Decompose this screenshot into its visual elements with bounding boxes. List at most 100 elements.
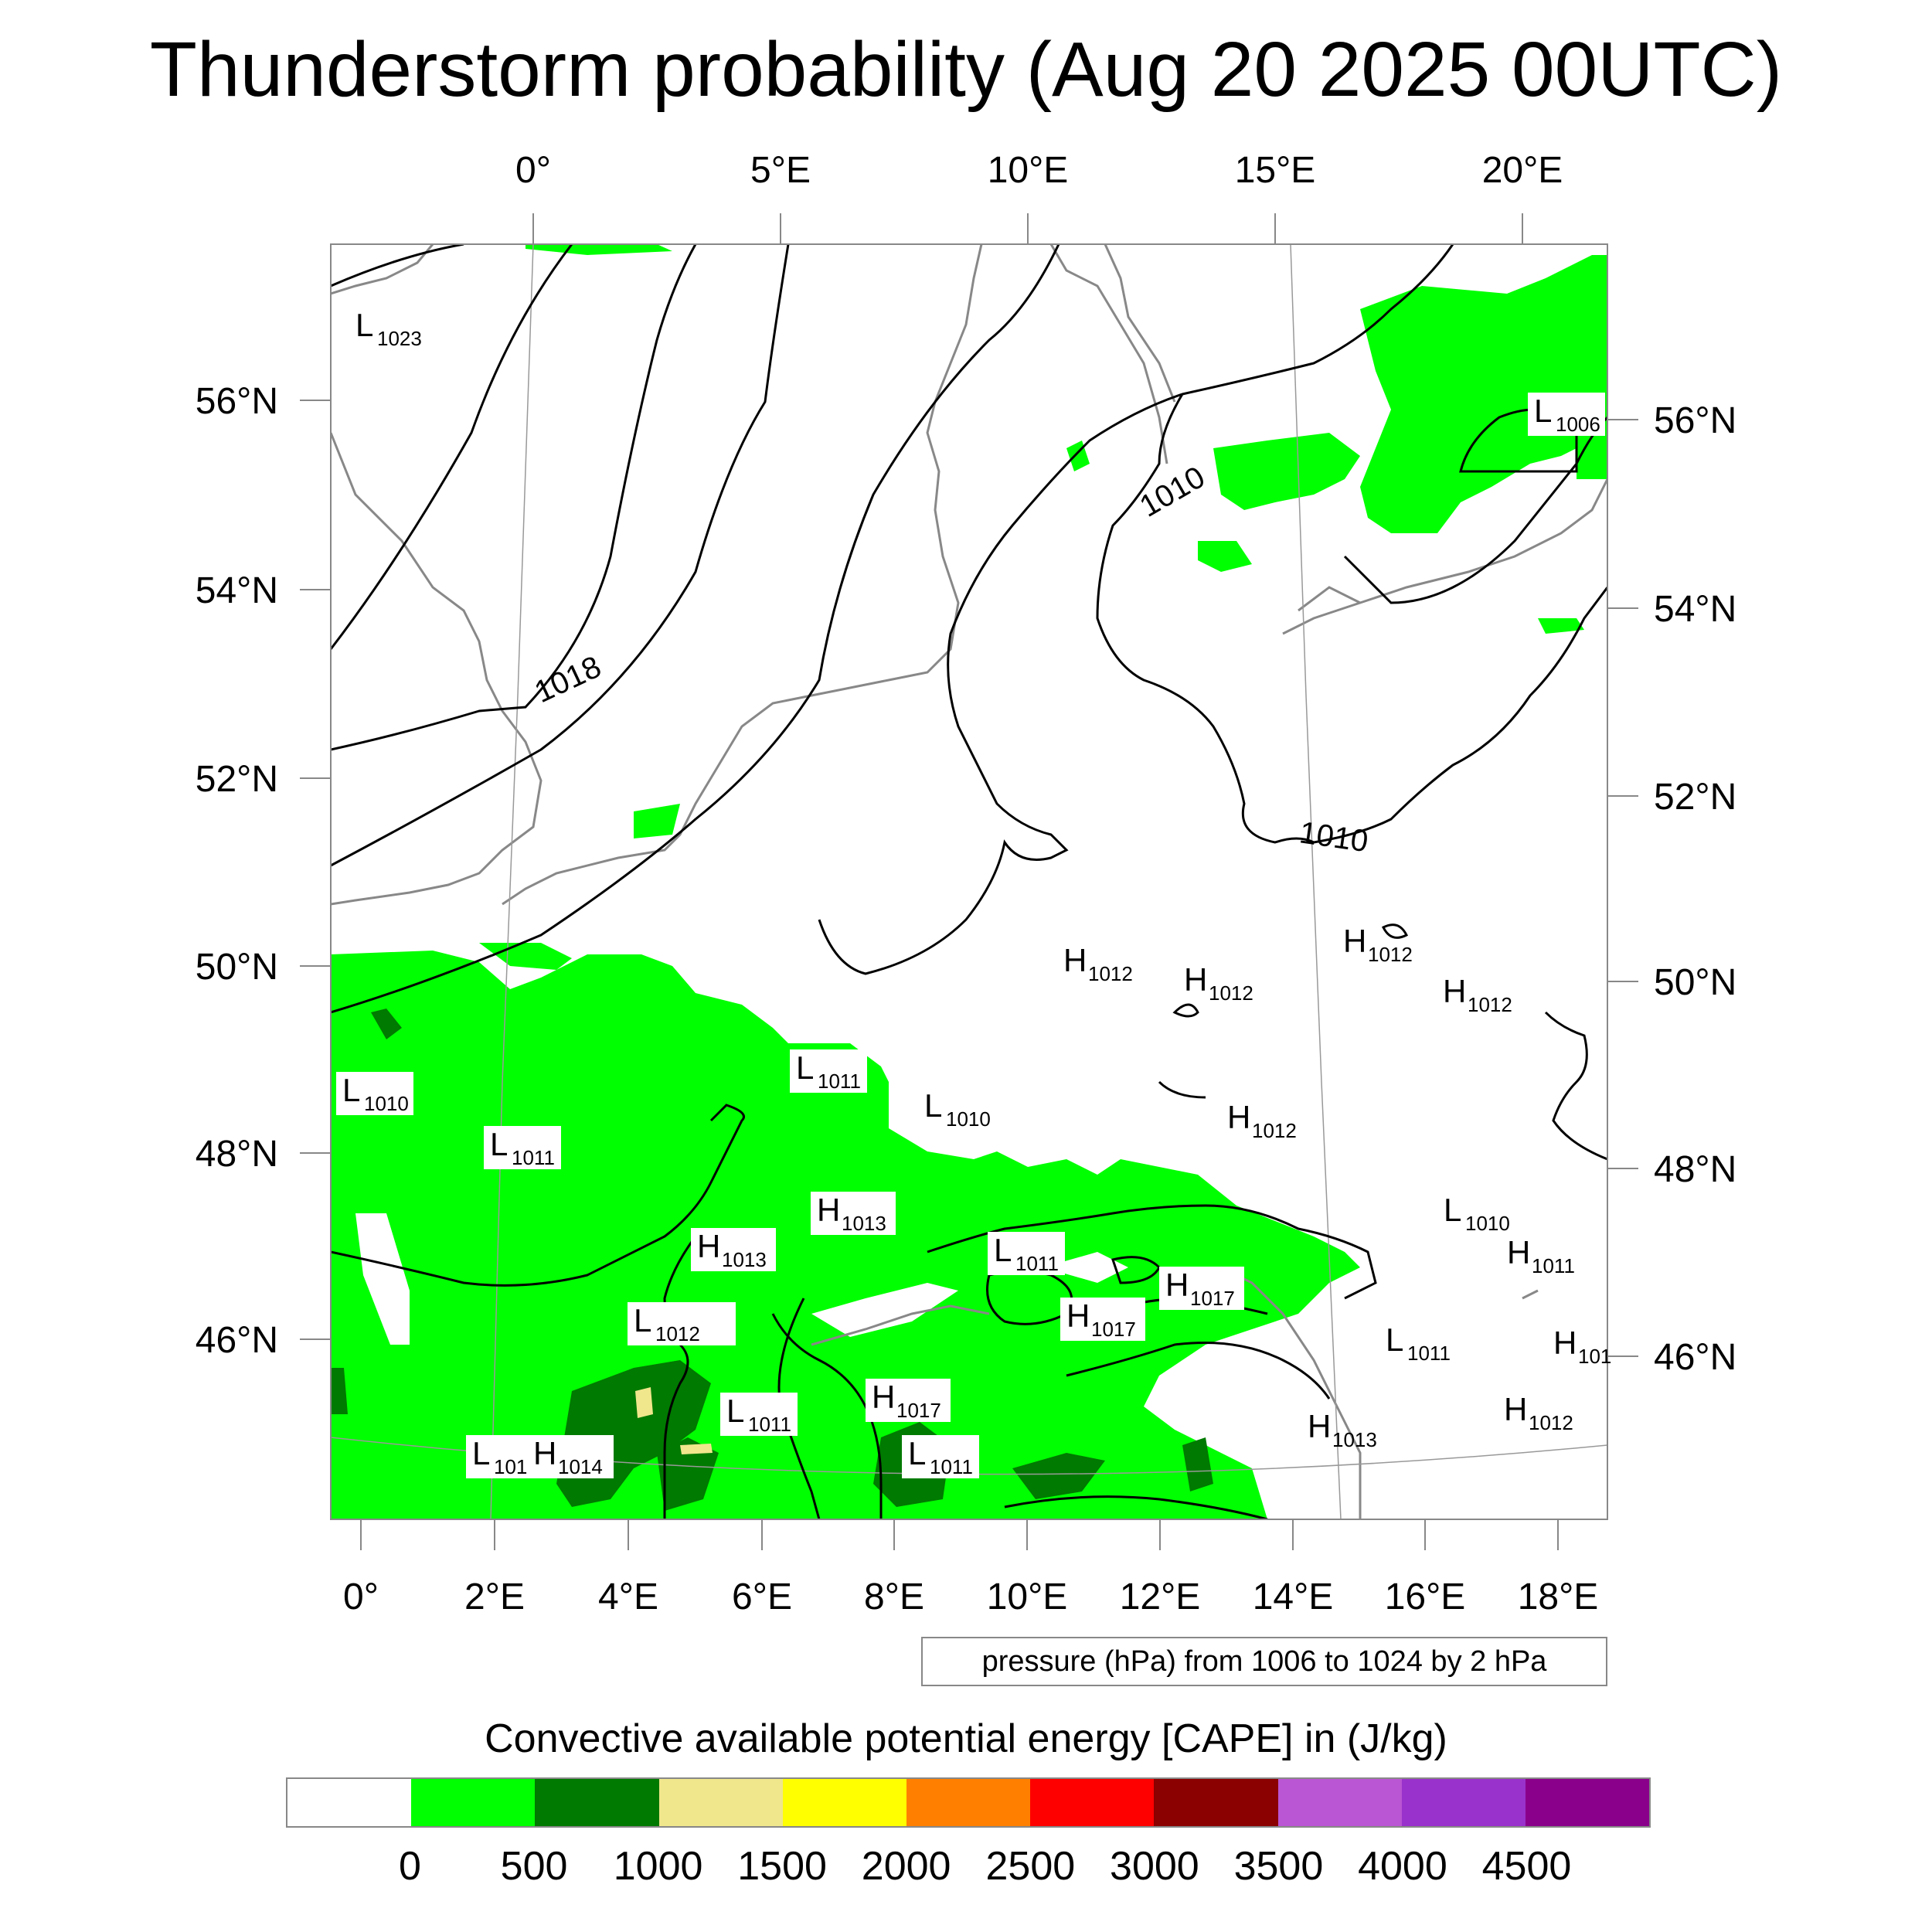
colorbar-tick-label: 1000 [613,1844,703,1889]
pressure-center: L 1010 [924,1087,991,1131]
colorbar-title: Convective available potential energy [C… [485,1716,1447,1761]
pressure-center-letter: L [1534,393,1552,429]
pressure-center-value: 1012 [1529,1411,1573,1434]
pressure-center: L 1006 [1528,393,1605,436]
right-lat-label: 54°N [1654,589,1736,630]
right-lat-label: 52°N [1654,777,1736,818]
pressure-center-letter: L [355,307,373,343]
pressure-center-letter: H [1507,1234,1530,1270]
pressure-center-letter: H [1063,942,1087,978]
colorbar-tick-label: 1500 [737,1844,827,1889]
pressure-center: H 1011 [1507,1234,1575,1277]
colorbar-tick-label: 0 [399,1844,421,1889]
left-lat-label: 52°N [196,759,278,800]
pressure-center-value: 1012 [655,1322,700,1345]
pressure-center: H 1017 [866,1379,951,1422]
colorbar-tick-label: 4500 [1481,1844,1572,1889]
top-lon-label: 5°E [750,150,811,191]
pressure-center: H 1012 [1443,973,1512,1016]
pressure-contour-note: pressure (hPa) from 1006 to 1024 by 2 hP… [921,1637,1607,1686]
pressure-center: L 1023 [355,307,422,350]
pressure-center-value: 1011 [930,1455,973,1478]
left-lat-labels: 56°N 54°N 52°N 50°N 48°N 46°N [196,381,278,1361]
right-lat-label: 48°N [1654,1149,1736,1190]
pressure-center-value: 1010 [364,1092,409,1115]
pressure-center-value: 1013 [1332,1428,1377,1451]
pressure-center: H 1013 [691,1228,776,1271]
tick-marks [300,213,1638,1550]
pressure-center-value: 1017 [896,1399,941,1422]
pressure-center-value: 1012 [1088,962,1133,985]
pressure-center-letter: L [472,1435,490,1471]
colorbar-tick-label: 4000 [1358,1844,1447,1889]
pressure-center: L 1010 [336,1072,413,1115]
right-lat-label: 46°N [1654,1337,1736,1378]
pressure-center-value: 1010 [946,1107,991,1131]
cape-gaps [355,1213,1128,1345]
top-lon-label: 15°E [1235,150,1316,191]
left-lat-label: 50°N [196,947,278,988]
pressure-center-value: 1017 [1190,1287,1235,1310]
top-lon-label: 0° [515,150,551,191]
pressure-center-value: 1011 [1407,1342,1451,1365]
top-lon-label: 20°E [1482,150,1563,191]
pressure-centers: L 1023 L 1006 H 1012 H 1012 H 1012 H 101… [336,307,1611,1478]
pressure-center-value: 1012 [1368,943,1413,966]
colorbar-tick-labels: 0 500 1000 1500 2000 2500 3000 3500 4000… [286,1839,1651,1893]
pressure-center-letter: H [1343,923,1366,959]
pressure-center-value: 1006 [1556,413,1600,436]
pressure-center-letter: L [342,1072,360,1108]
pressure-center: L 1012 [628,1302,736,1345]
pressure-center: H 1014 [529,1435,614,1478]
colorbar-tick-label: 500 [500,1844,568,1889]
pressure-center-letter: H [1443,973,1466,1009]
colorbar-tick-label: 2000 [861,1844,951,1889]
pressure-center-letter: L [994,1232,1012,1268]
pressure-center-value: 1023 [377,327,422,350]
pressure-center: L 1011 [988,1232,1065,1275]
pressure-center-value: 1012 [1468,993,1512,1016]
colorbar-swatch [287,1779,412,1826]
bottom-lon-label: 0° [343,1577,379,1617]
pressure-center-value: 1014 [558,1455,603,1478]
pressure-center-letter: H [1165,1267,1189,1303]
pressure-center-letter: L [634,1302,651,1338]
pressure-center: L 1010 [1444,1192,1510,1235]
pressure-center-value: 1011 [512,1146,555,1169]
pressure-center: L 101 [466,1435,531,1478]
bottom-lon-label: 14°E [1253,1577,1334,1617]
pressure-center-letter: L [1444,1192,1461,1228]
pressure-center-letter: L [924,1087,942,1124]
pressure-center-letter: H [1504,1391,1527,1427]
pressure-center-value: 1012 [1252,1119,1297,1142]
bottom-lon-label: 6°E [732,1577,792,1617]
bottom-lon-label: 12°E [1120,1577,1201,1617]
pressure-center: H 1012 [1227,1099,1297,1142]
colorbar-tick-label: 2500 [985,1844,1076,1889]
pressure-center: L 1011 [720,1393,798,1436]
pressure-center-letter: H [1184,961,1207,998]
pressure-center: H 1012 [1343,923,1413,966]
pressure-center-letter: H [1308,1408,1331,1444]
bottom-lon-label: 2°E [464,1577,525,1617]
right-lat-label: 56°N [1654,400,1736,441]
pressure-center: L 1011 [790,1049,867,1093]
colorbar-swatch [658,1779,783,1826]
right-lat-labels: 56°N 54°N 52°N 50°N 48°N 46°N [1654,400,1736,1378]
pressure-center-value: 1013 [722,1248,767,1271]
pressure-center-letter: H [1227,1099,1250,1135]
pressure-center-value: 1010 [1465,1212,1510,1235]
colorbar-swatch [1154,1779,1278,1826]
top-lon-labels: 0° 5°E 10°E 15°E 20°E [515,150,1563,191]
colorbar-swatch [906,1779,1031,1826]
pressure-center: H 1017 [1159,1267,1244,1310]
colorbar-swatch [535,1779,659,1826]
pressure-center: H 1012 [1504,1391,1573,1434]
map-title: Thunderstorm probability (Aug 20 2025 00… [149,26,1783,113]
left-lat-label: 46°N [196,1320,278,1361]
pressure-center: H 1013 [1308,1408,1377,1451]
bottom-lon-label: 16°E [1385,1577,1466,1617]
colorbar-swatch [1030,1779,1155,1826]
bottom-lon-label: 4°E [598,1577,658,1617]
